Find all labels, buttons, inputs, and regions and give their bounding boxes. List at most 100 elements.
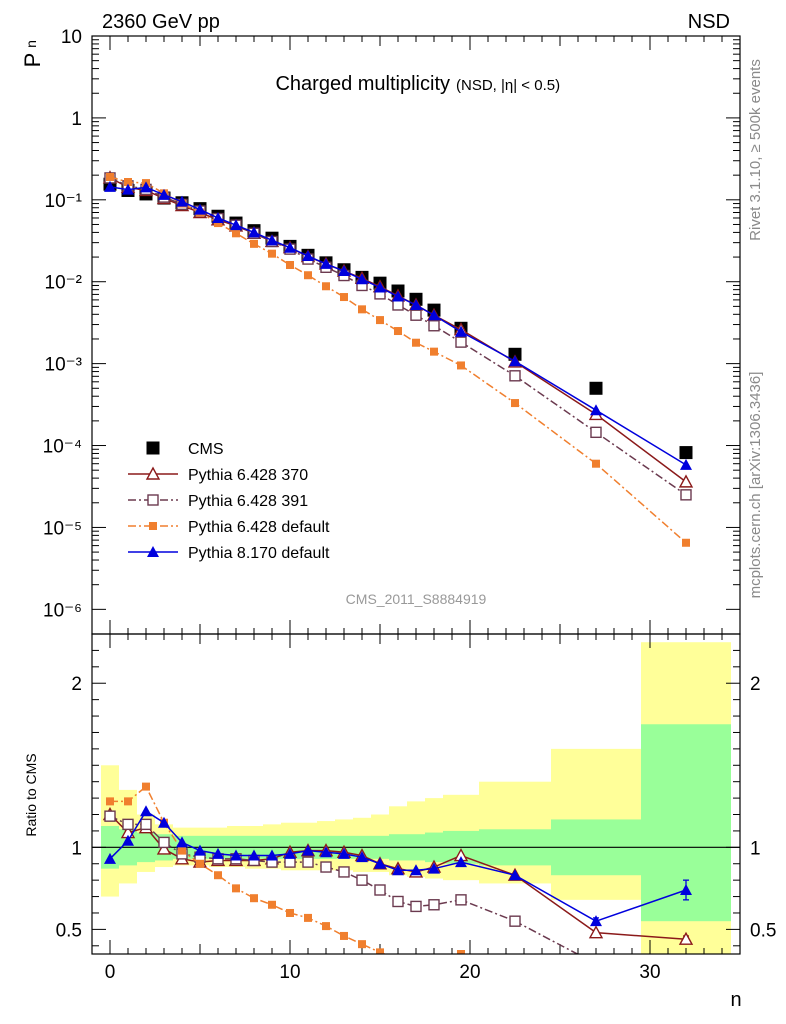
- ratio-ytick-label: 2: [71, 674, 82, 695]
- ratio-point: [304, 913, 312, 922]
- ratio-point: [230, 849, 242, 861]
- ratio-point: [374, 857, 386, 869]
- ratio-ylabel: Ratio to CMS: [23, 753, 39, 836]
- ratio-point: [338, 866, 350, 878]
- data-point: [392, 290, 404, 302]
- legend-entry: Pythia 6.428 391: [128, 493, 308, 510]
- data-point: [430, 347, 438, 356]
- ratio-point: [394, 955, 402, 963]
- data-point: [230, 219, 242, 231]
- data-point: [338, 265, 350, 277]
- legend-entry: Pythia 6.428 370: [128, 466, 308, 484]
- legend-entry: Pythia 8.170 default: [128, 545, 330, 562]
- x-tick-label: 30: [639, 962, 660, 983]
- data-point: [248, 226, 260, 238]
- ratio-point: [681, 957, 691, 967]
- legend-label: Pythia 8.170 default: [188, 545, 330, 562]
- data-point: [302, 250, 314, 262]
- ratio-point: [356, 851, 368, 863]
- top-data-series: [102, 170, 694, 547]
- data-point: [410, 298, 422, 310]
- ratio-point: [178, 846, 186, 855]
- ratio-point: [104, 810, 116, 822]
- analysis-id: CMS_2011_S8884919: [346, 591, 487, 607]
- legend-marker: [147, 546, 159, 557]
- ratio-point: [592, 988, 600, 996]
- ratio-point: [158, 816, 170, 828]
- legend-marker: [146, 441, 160, 455]
- legend-marker: [149, 522, 157, 530]
- ratio-axes: 0.5 0.51 12 20 10 20 30: [56, 634, 776, 983]
- data-point: [678, 474, 694, 488]
- ratio-point: [358, 940, 366, 949]
- ratio-point: [428, 899, 440, 911]
- data-point: [284, 241, 296, 253]
- data-point: [140, 181, 152, 193]
- ratio-point: [302, 844, 314, 856]
- ratio-point: [428, 862, 440, 874]
- ratio-point: [122, 818, 134, 831]
- ratio-point: [430, 957, 438, 965]
- data-point: [106, 172, 114, 181]
- top-ytick-label: 10⁻⁴: [43, 437, 82, 458]
- data-point: [266, 234, 278, 246]
- ratio-ytick-label-right: 0.5: [750, 920, 776, 941]
- ratio-point: [457, 950, 465, 954]
- data-point: [590, 404, 602, 416]
- data-point: [509, 370, 521, 382]
- ratio-point: [320, 846, 332, 858]
- ratio-point: [509, 915, 521, 927]
- data-point: [212, 211, 224, 223]
- ratio-point: [196, 859, 204, 868]
- legend-label: CMS: [188, 441, 224, 458]
- ratio-point: [682, 994, 690, 1002]
- ratio-point: [284, 847, 296, 859]
- ratio-point: [320, 861, 332, 873]
- data-point: [509, 355, 521, 367]
- data-point: [250, 239, 258, 248]
- x-tick-label: 20: [459, 962, 480, 983]
- data-point: [286, 261, 294, 270]
- ratio-point: [232, 884, 240, 893]
- ratio-point: [392, 864, 404, 876]
- ratio-series-pythia-8-170-default: [104, 805, 692, 927]
- ratio-point: [588, 925, 604, 939]
- data-point: [589, 381, 603, 395]
- ratio-point: [268, 900, 276, 909]
- series-cms: [103, 177, 693, 460]
- legend-entry: Pythia 6.428 default: [128, 519, 330, 536]
- data-point: [457, 361, 465, 370]
- ratio-point: [590, 915, 602, 927]
- ratio-frame: [91, 633, 741, 955]
- ratio-point: [455, 894, 467, 906]
- series-pythia-8-170-default: [104, 180, 692, 470]
- chart-title-suffix: (NSD, |η| < 0.5): [456, 77, 560, 94]
- data-point: [104, 180, 116, 192]
- data-point: [680, 489, 692, 501]
- top-ytick-label: 10⁻³: [45, 355, 83, 376]
- top-ylabel: P: [20, 53, 45, 68]
- data-point: [511, 399, 519, 408]
- legend-marker: [147, 494, 159, 506]
- ratio-point: [509, 869, 521, 881]
- series-pythia-6-428-default: [106, 172, 690, 547]
- ratio-point: [194, 844, 206, 856]
- top-ytick-label: 10⁻⁵: [43, 518, 82, 539]
- top-ytick-label: 10: [61, 27, 82, 48]
- data-point: [356, 273, 368, 285]
- ratio-point: [356, 874, 368, 886]
- ratio-ytick-label: 1: [71, 838, 82, 859]
- top-ytick-label: 10⁻¹: [45, 191, 83, 212]
- process-label: NSD: [688, 11, 730, 33]
- ratio-ytick-label-right: 2: [750, 674, 761, 695]
- ratio-point: [140, 818, 152, 831]
- series-line: [109, 176, 687, 544]
- data-point: [232, 229, 240, 238]
- ratio-point: [214, 871, 222, 880]
- data-point: [680, 458, 692, 470]
- top-axes: 10⁻⁶ 10⁻⁵ 10⁻⁴ 10⁻³ 10⁻² 10⁻¹ 1 10: [43, 27, 741, 634]
- data-point: [592, 459, 600, 468]
- ratio-point: [511, 966, 519, 974]
- ratio-point: [156, 841, 172, 855]
- data-point: [682, 538, 690, 547]
